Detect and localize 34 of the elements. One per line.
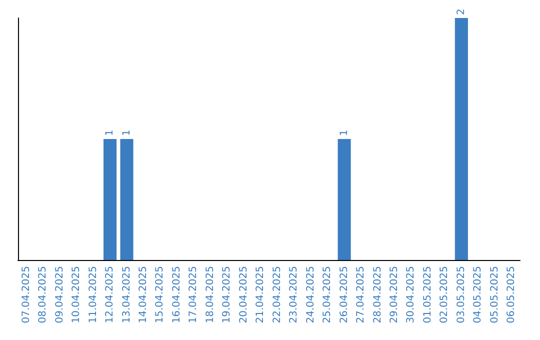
x-tick-label: 25.04.2025 — [322, 266, 334, 324]
x-tick-label: 20.04.2025 — [238, 266, 250, 324]
x-tick-label: 22.04.2025 — [272, 266, 283, 324]
x-tick-label: 13.04.2025 — [121, 266, 132, 324]
x-tick-label: 11.04.2025 — [88, 266, 99, 324]
data-label: 1 — [104, 130, 116, 136]
x-tick-label: 16.04.2025 — [171, 266, 182, 324]
data-label: 1 — [338, 130, 350, 136]
x-tick-label: 12.04.2025 — [104, 266, 116, 324]
x-tick-label: 14.04.2025 — [138, 266, 149, 324]
x-tick-label: 28.04.2025 — [372, 266, 384, 324]
x-tick-label: 10.04.2025 — [71, 266, 82, 324]
x-tick-label: 24.04.2025 — [305, 266, 316, 324]
x-tick-label: 21.04.2025 — [255, 266, 266, 324]
x-tick-label: 02.05.2025 — [439, 266, 450, 324]
x-tick-label: 05.05.2025 — [489, 266, 500, 324]
data-label: 2 — [456, 8, 467, 15]
x-tick-label: 09.04.2025 — [54, 266, 66, 324]
x-tick-label: 17.04.2025 — [188, 266, 200, 324]
x-tick-label: 15.04.2025 — [154, 266, 166, 324]
x-tick-label: 30.04.2025 — [406, 266, 417, 324]
x-tick-label: 27.04.2025 — [356, 266, 367, 324]
x-tick-label: 29.04.2025 — [389, 266, 400, 324]
x-tick-label: 03.05.2025 — [456, 266, 467, 324]
x-tick-label: 23.04.2025 — [288, 266, 300, 324]
x-tick-label: 18.04.2025 — [204, 266, 216, 324]
x-tick-label: 04.05.2025 — [472, 266, 484, 324]
x-tick-label: 01.05.2025 — [422, 266, 434, 324]
x-tick-label: 07.04.2025 — [20, 266, 32, 324]
x-tick-label: 06.05.2025 — [506, 266, 518, 324]
x-tick-label: 19.04.2025 — [222, 266, 233, 324]
x-tick-label: 26.04.2025 — [338, 266, 350, 324]
data-label: 1 — [121, 130, 132, 136]
x-tick-label: 08.04.2025 — [38, 266, 49, 324]
